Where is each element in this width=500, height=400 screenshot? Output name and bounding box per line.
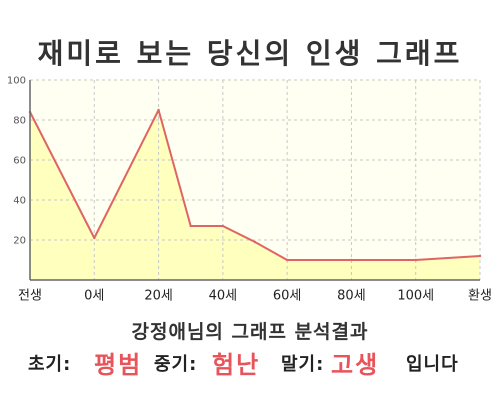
- data-point: [414, 258, 417, 262]
- early-stage-value: 평범: [94, 351, 143, 379]
- chart-title: 재미로 보는 당신의 인생 그래프: [37, 37, 463, 70]
- x-tick-label: 전생: [18, 289, 42, 304]
- mid-stage-label: 중기:: [154, 354, 198, 375]
- data-point: [253, 240, 257, 244]
- y-tick-label: 80: [13, 116, 26, 127]
- series-area: [30, 110, 480, 280]
- x-tick-label: 60세: [273, 289, 302, 304]
- result-summary: 초기: 평범 중기: 험난 말기: 고생 입니다: [0, 346, 500, 384]
- data-point: [157, 108, 160, 112]
- x-tick-label: 40세: [209, 289, 238, 304]
- x-tick-label: 0세: [84, 289, 104, 304]
- mid-stage-value: 험난: [212, 351, 261, 379]
- data-point: [93, 236, 96, 240]
- data-point: [350, 258, 353, 262]
- data-point: [478, 254, 482, 258]
- series-line: [29, 109, 481, 261]
- y-tick-label: 60: [13, 156, 26, 167]
- result-heading: 강정애님의 그래프 분석결과: [131, 321, 369, 343]
- late-stage-value: 고생: [331, 351, 380, 379]
- data-point: [285, 258, 289, 262]
- early-stage-label: 초기:: [28, 354, 72, 375]
- data-point: [189, 224, 192, 228]
- late-stage-label: 말기:: [281, 354, 325, 375]
- x-tick-label: 20세: [144, 289, 173, 304]
- x-tick-label: 80세: [337, 289, 366, 304]
- y-tick-label: 20: [13, 236, 26, 247]
- y-tick-label: 100: [7, 76, 26, 87]
- x-tick-label: 100세: [397, 289, 434, 304]
- data-point: [221, 224, 225, 228]
- x-tick-label: 환생: [468, 289, 492, 304]
- result-suffix: 입니다: [406, 354, 459, 375]
- y-tick-label: 40: [13, 196, 26, 207]
- life-graph-chart: 20 40 60 80 100 전생 0세 20세 40세 60세 80세 100세 환생: [7, 76, 492, 304]
